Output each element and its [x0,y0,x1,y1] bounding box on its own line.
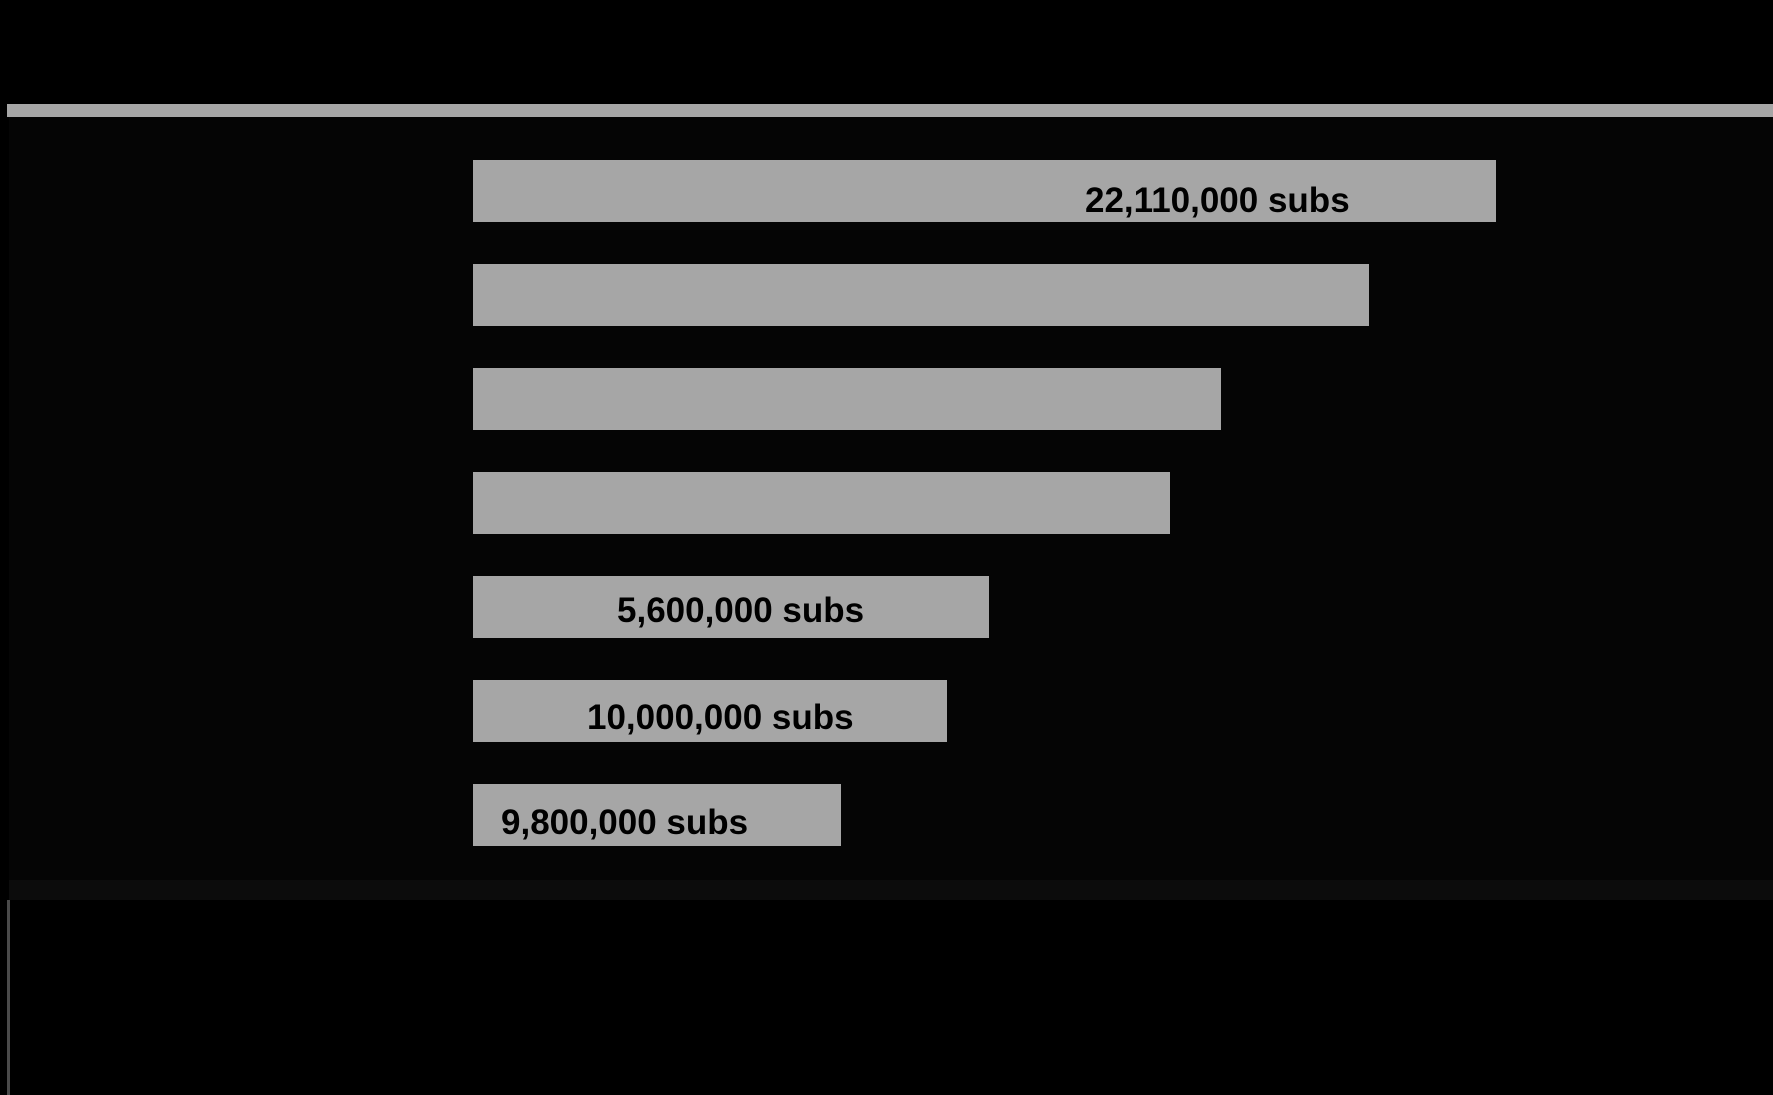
bar-3 [473,368,1221,430]
bar-value-label-5: 5,600,000 subs [617,591,864,630]
chart-header-band [7,4,1773,104]
header-divider [7,104,1773,117]
bar-4 [473,472,1170,534]
bar-1 [473,160,1496,222]
bar-value-label-1: 22,110,000 subs [1085,181,1350,220]
bar-value-label-7: 9,800,000 subs [501,803,748,842]
footer-divider [9,880,1773,900]
bar-value-label-6: 10,000,000 subs [587,698,854,737]
bar-5 [473,576,989,638]
bar-7 [473,784,841,846]
bar-2 [473,264,1369,326]
footer-edge [7,900,10,1095]
bar-6 [473,680,947,742]
